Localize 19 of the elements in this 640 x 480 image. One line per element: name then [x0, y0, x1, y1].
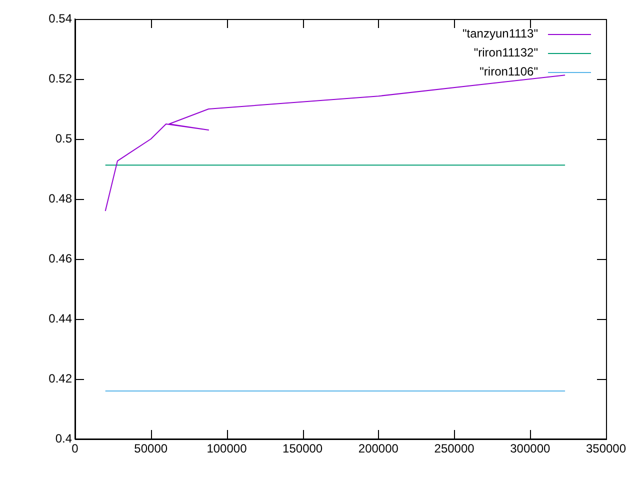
x-tick-label: 0 — [72, 442, 79, 456]
legend-label: "riron1106" — [480, 64, 538, 78]
x-tick-label: 150000 — [282, 442, 323, 456]
x-tick-label: 100000 — [206, 442, 248, 456]
y-tick-label: 0.44 — [48, 311, 72, 326]
y-tick-label: 0.5 — [55, 131, 72, 146]
y-tick-label: 0.52 — [48, 71, 72, 86]
y-tick-label: 0.46 — [48, 251, 72, 266]
legend-label: "riron11132" — [474, 45, 538, 60]
y-tick-label: 0.54 — [48, 11, 72, 26]
y-tick-label: 0.42 — [48, 371, 72, 386]
x-tick-label: 50000 — [134, 442, 168, 456]
x-tick-label: 300000 — [510, 442, 550, 456]
y-tick-label: 0.4 — [55, 431, 72, 446]
x-tick-label: 250000 — [434, 442, 475, 456]
x-tick-label: 200000 — [358, 442, 399, 456]
y-tick-label: 0.48 — [48, 191, 72, 206]
x-tick-label: 350000 — [586, 442, 626, 456]
legend-label: "tanzyun1113" — [462, 26, 538, 40]
